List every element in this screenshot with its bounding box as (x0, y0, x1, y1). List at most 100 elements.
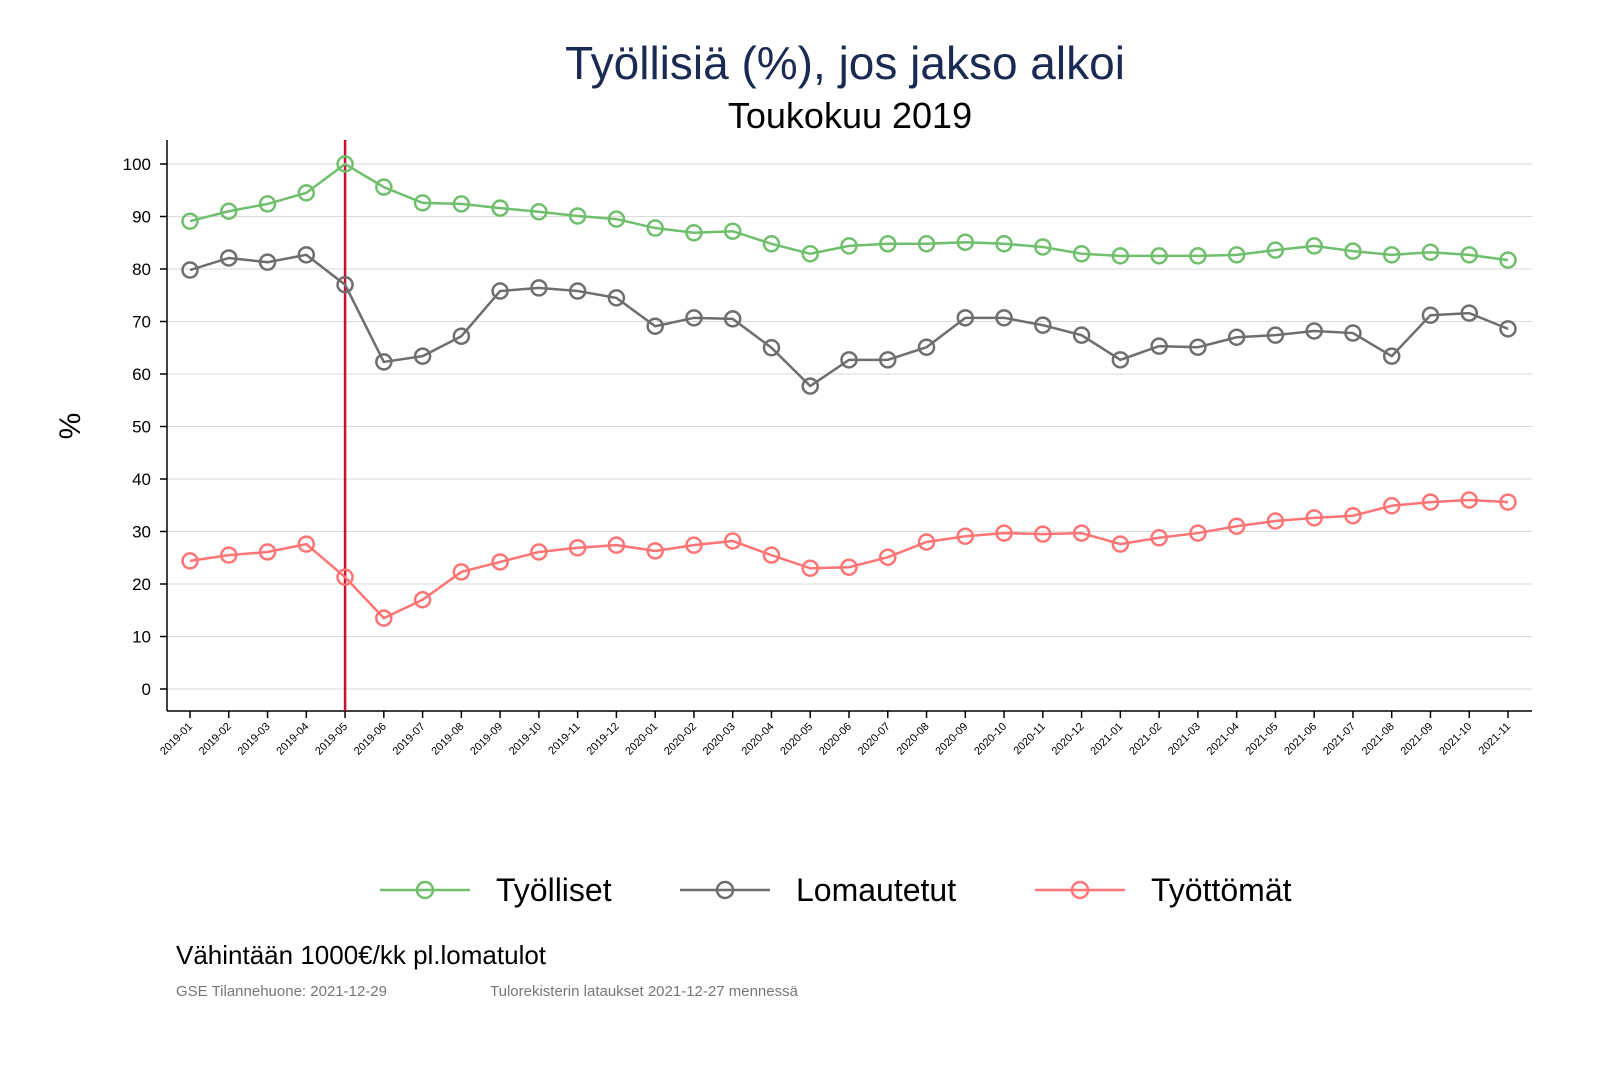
footnote: Vähintään 1000€/kk pl.lomatulot (176, 940, 547, 970)
data-point (568, 539, 587, 557)
data-point (685, 309, 703, 327)
data-point (1189, 338, 1207, 356)
data-point (1072, 326, 1091, 344)
x-tick-label: 2020-06 (817, 721, 854, 758)
data-point (1266, 326, 1285, 344)
series-line-2 (189, 498, 1509, 620)
data-point (762, 235, 781, 253)
data-point (1072, 524, 1091, 542)
legend-label-lomautetut: Lomautetut (796, 872, 957, 908)
y-tick-label: 70 (132, 313, 151, 332)
data-info-note: Tulorekisterin lataukset 2021-12-27 menn… (490, 983, 798, 1000)
data-point (646, 542, 664, 560)
x-tick-label: 2020-07 (856, 721, 893, 758)
data-point (801, 245, 819, 263)
data-point (258, 195, 277, 213)
data-point (607, 289, 626, 307)
data-point (1460, 304, 1478, 322)
x-tick-label: 2021-03 (1166, 721, 1203, 758)
x-tick-label: 2021-05 (1243, 721, 1280, 758)
data-point (1460, 246, 1478, 264)
data-point (452, 563, 471, 581)
y-tick-label: 50 (132, 418, 151, 437)
x-tick-label: 2020-03 (701, 721, 738, 758)
data-point (685, 536, 703, 554)
data-point (375, 178, 393, 196)
x-tick-label: 2019-01 (158, 721, 195, 758)
y-tick-label: 40 (132, 470, 151, 489)
data-point (956, 309, 975, 327)
data-point (336, 155, 354, 173)
chart-title: Työllisiä (%), jos jakso alkoi (565, 37, 1125, 89)
x-tick-label: 2021-10 (1437, 721, 1474, 758)
data-point (879, 351, 897, 369)
data-point (1227, 246, 1246, 264)
data-point (220, 546, 238, 564)
x-tick-label: 2019-05 (313, 721, 350, 758)
data-point (840, 237, 858, 255)
x-tick-label: 2019-12 (584, 721, 621, 758)
data-point (568, 207, 587, 225)
x-tick-label: 2020-11 (1011, 721, 1047, 757)
x-tick-label: 2020-05 (778, 721, 815, 758)
data-point (1305, 237, 1323, 255)
data-point (1150, 337, 1168, 355)
data-point (220, 202, 238, 220)
x-tick-label: 2019-09 (468, 721, 505, 758)
data-point (568, 282, 587, 300)
data-point (1034, 525, 1052, 543)
data-point (762, 339, 781, 357)
data-point (491, 282, 509, 300)
data-point (879, 235, 897, 253)
data-point (917, 235, 936, 253)
data-point (1305, 509, 1323, 527)
data-point (181, 552, 199, 570)
data-point (995, 309, 1013, 327)
x-tick-label: 2021-07 (1321, 721, 1358, 758)
data-point (956, 233, 975, 251)
data-point (879, 548, 897, 566)
data-point (1460, 491, 1478, 509)
y-tick-label: 10 (132, 628, 151, 647)
data-point (801, 559, 819, 577)
data-point (685, 224, 703, 242)
data-point (840, 351, 858, 369)
x-tick-label: 2020-12 (1050, 721, 1087, 758)
data-point (1111, 247, 1130, 265)
data-point (917, 533, 936, 551)
y-tick-label: 30 (132, 523, 151, 542)
data-point (375, 609, 393, 627)
data-point (297, 535, 316, 553)
x-tick-label: 2020-08 (895, 721, 932, 758)
y-tick-label: 20 (132, 575, 151, 594)
data-point (1034, 238, 1052, 256)
series-line-1 (189, 253, 1509, 388)
y-tick-label: 60 (132, 365, 151, 384)
x-tick-label: 2019-03 (236, 721, 273, 758)
data-point (1034, 316, 1052, 334)
data-point (530, 279, 548, 297)
data-point (452, 195, 471, 213)
data-point (530, 203, 548, 221)
data-point (646, 317, 664, 335)
data-point (646, 219, 664, 237)
legend-label-tyolliset: Työlliset (496, 872, 612, 908)
data-point (181, 212, 199, 230)
x-tick-label: 2019-07 (391, 721, 428, 758)
data-point (1421, 493, 1440, 511)
x-tick-label: 2019-10 (507, 721, 544, 758)
data-point (1227, 517, 1246, 535)
data-point (375, 353, 393, 371)
data-point (1227, 328, 1246, 346)
data-point (1382, 347, 1401, 365)
x-tick-label: 2020-01 (623, 721, 660, 758)
series-line-0 (189, 162, 1509, 262)
data-point (1266, 512, 1285, 530)
data-point (258, 543, 277, 561)
y-tick-label: 100 (123, 155, 151, 174)
data-point (413, 591, 432, 609)
x-tick-label: 2021-01 (1088, 721, 1125, 758)
data-point (1189, 524, 1207, 542)
x-tick-label: 2019-06 (352, 721, 389, 758)
